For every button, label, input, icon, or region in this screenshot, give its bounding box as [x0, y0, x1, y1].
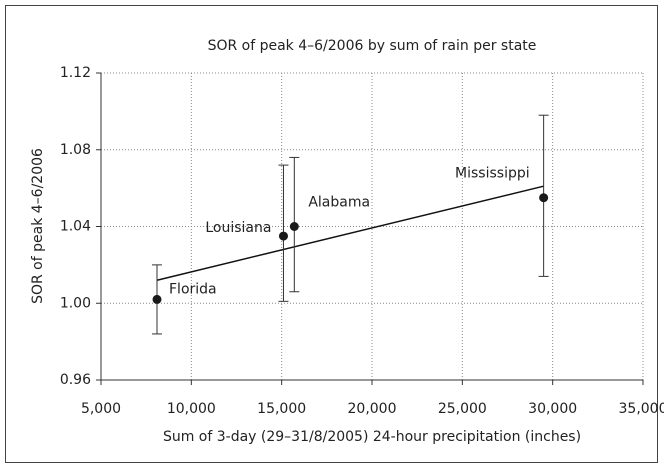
y-tick-label: 0.96: [60, 372, 91, 388]
point-label: Mississippi: [455, 166, 530, 182]
x-tick-label: 30,000: [528, 401, 577, 417]
chart-title: SOR of peak 4–6/2006 by sum of rain per …: [208, 38, 537, 54]
point: [290, 222, 299, 231]
x-tick-label: 10,000: [167, 401, 216, 417]
y-tick-label: 1.08: [60, 142, 91, 158]
y-axis-label: SOR of peak 4–6/2006: [30, 148, 46, 304]
x-axis-label: Sum of 3-day (29–31/8/2005) 24-hour prec…: [163, 429, 581, 445]
y-tick-label: 1.12: [60, 65, 91, 81]
frame: [6, 6, 658, 463]
x-tick-label: 25,000: [438, 401, 487, 417]
x-tick-label: 5,000: [81, 401, 121, 417]
point-label: Louisiana: [205, 220, 271, 236]
x-tick-label: 20,000: [348, 401, 397, 417]
point: [279, 232, 288, 241]
y-tick-label: 1.04: [60, 219, 91, 235]
y-tick-label: 1.00: [60, 295, 91, 311]
x-tick-label: 15,000: [257, 401, 306, 417]
point: [153, 295, 162, 304]
point-label: Florida: [169, 281, 217, 297]
point: [539, 193, 548, 202]
point-label: Alabama: [308, 195, 370, 211]
x-tick-label: 35,000: [619, 401, 664, 417]
